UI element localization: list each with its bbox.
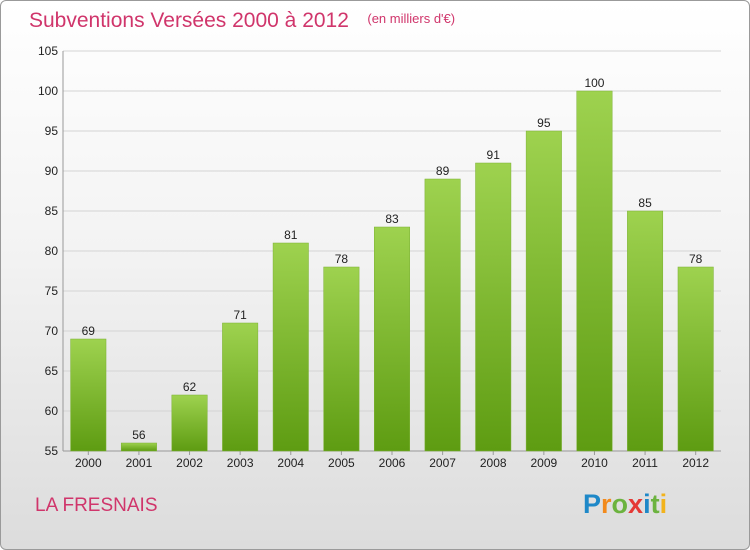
x-tick-label: 2003 xyxy=(227,456,254,470)
data-label: 69 xyxy=(82,324,96,338)
logo-letter: i xyxy=(659,489,668,519)
x-tick-label: 2007 xyxy=(429,456,456,470)
title-row: Subventions Versées 2000 à 2012 (en mill… xyxy=(29,9,455,33)
x-tick-label: 2006 xyxy=(379,456,406,470)
bar xyxy=(222,322,259,452)
y-tick-label: 80 xyxy=(45,244,59,258)
data-labels: 69 56 62 71 81 78 83 89 91 95 100 85 78 xyxy=(82,76,703,442)
bar xyxy=(70,338,107,452)
bar xyxy=(171,394,208,452)
town-name: LA FRESNAIS xyxy=(35,495,158,516)
y-tick-label: 75 xyxy=(45,284,59,298)
y-tick-label: 60 xyxy=(45,404,59,418)
logo-letter: P xyxy=(583,489,602,519)
bar xyxy=(627,210,664,452)
bar xyxy=(424,178,461,452)
x-tick-label: 2008 xyxy=(480,456,507,470)
data-label: 91 xyxy=(487,148,501,162)
logo-letter: x xyxy=(628,489,644,519)
y-tick-label: 105 xyxy=(38,44,58,58)
logo-letter: o xyxy=(611,489,629,519)
data-label: 95 xyxy=(537,116,551,130)
bar xyxy=(272,242,309,452)
bar xyxy=(576,90,613,452)
data-label: 78 xyxy=(335,252,349,266)
y-tick-label: 85 xyxy=(45,204,59,218)
bar xyxy=(677,266,714,452)
data-label: 71 xyxy=(233,308,247,322)
data-label: 62 xyxy=(183,380,197,394)
logo-letter: r xyxy=(601,489,612,519)
y-tick-label: 95 xyxy=(45,124,59,138)
x-tick-label: 2002 xyxy=(176,456,203,470)
data-label: 85 xyxy=(638,196,652,210)
x-tick-label: 2009 xyxy=(530,456,557,470)
y-tick-label: 70 xyxy=(45,324,59,338)
bar xyxy=(374,226,410,452)
y-tick-label: 100 xyxy=(38,84,58,98)
chart-subtitle: (en milliers d'€) xyxy=(367,11,456,26)
x-tick-label: 2012 xyxy=(682,456,709,470)
x-tick-label: 2010 xyxy=(581,456,608,470)
bar xyxy=(475,162,512,452)
logo-letter: t xyxy=(650,489,660,519)
bars xyxy=(70,90,714,452)
x-tick-label: 2001 xyxy=(126,456,153,470)
logo-letter: i xyxy=(643,489,651,519)
bar xyxy=(120,442,157,452)
data-label: 100 xyxy=(584,76,604,90)
y-tick-label: 65 xyxy=(45,364,59,378)
proxiti-logo: Proxiti xyxy=(583,489,667,520)
chart-title: Subventions Versées 2000 à 2012 xyxy=(29,9,349,32)
data-label: 89 xyxy=(436,164,450,178)
x-tick-labels: 2000 2001 2002 2003 2004 2005 2006 2007 2008 2009… xyxy=(75,456,709,470)
x-tick-label: 2000 xyxy=(75,456,102,470)
bar xyxy=(525,130,562,452)
data-label: 56 xyxy=(132,428,146,442)
x-tick-label: 2004 xyxy=(277,456,304,470)
x-tick-label: 2005 xyxy=(328,456,355,470)
data-label: 81 xyxy=(284,228,298,242)
data-label: 78 xyxy=(689,252,703,266)
y-tick-label: 55 xyxy=(45,444,59,458)
y-tick-labels: 55 60 65 70 75 80 85 90 95 100 105 xyxy=(38,44,58,458)
x-tick-label: 2011 xyxy=(632,456,658,470)
data-label: 83 xyxy=(385,212,399,226)
y-tick-label: 90 xyxy=(45,164,59,178)
bar xyxy=(323,266,360,452)
